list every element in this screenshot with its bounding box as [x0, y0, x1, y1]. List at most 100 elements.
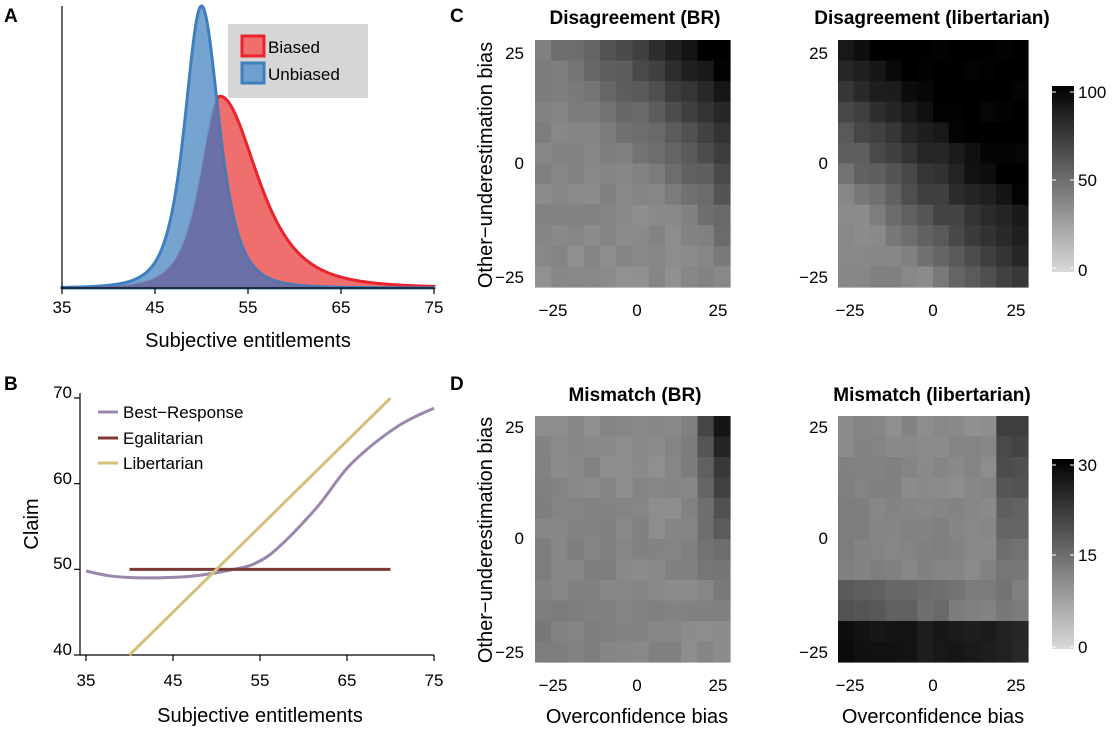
- y-tick-label: −25: [799, 643, 828, 662]
- y-tick-label: 25: [809, 44, 828, 63]
- heatmap-cell: [885, 122, 902, 144]
- heatmap-cell: [665, 477, 682, 499]
- heatmap-cell: [697, 184, 715, 206]
- heatmap-cell: [948, 416, 966, 438]
- heatmap-cell: [632, 204, 650, 226]
- heatmap-cell: [948, 142, 966, 165]
- heatmap-cell: [535, 142, 552, 165]
- heatmap-cell: [697, 416, 715, 438]
- heatmap-cell: [917, 81, 934, 103]
- y-tick-label: 0: [819, 529, 828, 548]
- heatmap-cell: [567, 101, 585, 123]
- heatmap-cell: [551, 457, 569, 479]
- heatmap-cell: [853, 163, 871, 185]
- heatmap-cell: [535, 60, 552, 82]
- x-tick-label: 45: [146, 298, 165, 317]
- heatmap-cell: [996, 498, 1013, 520]
- heatmap-cell: [697, 518, 715, 540]
- heatmap-cell: [616, 142, 634, 165]
- heatmap-cell: [600, 559, 617, 581]
- colorbar-tick-label: 0: [1078, 261, 1087, 280]
- heatmap-cell: [632, 225, 650, 247]
- heatmap-cell: [964, 184, 982, 206]
- heatmap-cell: [567, 225, 585, 247]
- heatmap-cell: [713, 436, 731, 458]
- heatmap-cell: [551, 245, 569, 268]
- heatmap-cell: [665, 416, 682, 438]
- heatmap-cell: [600, 641, 617, 663]
- heatmap-cell: [583, 477, 601, 499]
- heatmap-cell: [648, 436, 666, 458]
- heatmap-cell: [648, 477, 666, 499]
- heatmap-cell: [535, 600, 552, 622]
- heatmap-cell: [964, 416, 982, 438]
- heatmap-cell: [665, 436, 682, 458]
- heatmap-cell: [1012, 621, 1029, 643]
- heatmap-cell: [869, 416, 887, 438]
- heatmap-cell: [1012, 580, 1029, 602]
- heatmap-cell: [838, 539, 855, 561]
- heatmap-cell: [853, 266, 871, 288]
- heatmap-cell: [964, 498, 982, 520]
- heatmap-cell: [964, 477, 982, 499]
- heatmap-cell: [681, 457, 699, 479]
- heatmap-cell: [567, 621, 585, 643]
- heatmap-cell: [697, 266, 715, 288]
- heatmap-cell: [551, 518, 569, 540]
- x-tick-label: 25: [709, 676, 728, 695]
- heatmap-cell: [665, 142, 682, 165]
- heatmap-cell: [600, 621, 617, 643]
- heatmap-cell: [632, 457, 650, 479]
- heatmap-cell: [869, 60, 887, 82]
- heatmap-cell: [567, 163, 585, 185]
- heatmap-cell: [1012, 204, 1029, 226]
- heatmap-cell: [901, 498, 918, 520]
- heatmap-cell: [933, 101, 950, 123]
- heatmap-cell: [567, 60, 585, 82]
- heatmap-cell: [665, 266, 682, 288]
- heatmap-cell: [901, 245, 918, 268]
- heatmap-cell: [964, 539, 982, 561]
- y-axis-label: Other−underestimation bias: [475, 42, 497, 288]
- heatmap-cell: [838, 600, 855, 622]
- heatmap-cell: [996, 477, 1013, 499]
- heatmap-cell: [964, 225, 982, 247]
- heatmap-cell: [567, 559, 585, 581]
- heatmap-cell: [901, 101, 918, 123]
- heatmap-cell: [917, 204, 934, 226]
- heatmap-cell: [632, 81, 650, 103]
- heatmap-cell: [551, 600, 569, 622]
- heatmap-cell: [713, 122, 731, 144]
- heatmap-cell: [697, 142, 715, 165]
- heatmap-cell: [917, 142, 934, 165]
- heatmap-cell: [632, 580, 650, 602]
- claim-line-chart: 35 45 55 65 75 40 50 60 70 Subjective en…: [21, 383, 443, 727]
- heatmap-cell: [583, 457, 601, 479]
- x-tick-label: 35: [77, 671, 96, 690]
- heatmap-cell: [567, 416, 585, 438]
- heatmap-cell: [535, 641, 552, 663]
- heatmap-cell: [535, 559, 552, 581]
- y-tick-label: 40: [53, 640, 72, 659]
- heatmap-cell: [567, 600, 585, 622]
- heatmap-cell: [616, 436, 634, 458]
- heatmap-cell: [869, 498, 887, 520]
- heatmap-cell: [980, 539, 997, 561]
- heatmap-cell: [933, 266, 950, 288]
- heatmap-cell: [713, 184, 731, 206]
- heatmap-cell: [551, 225, 569, 247]
- heatmap-cell: [665, 60, 682, 82]
- heatmap-cell: [964, 142, 982, 165]
- heatmap-cell: [632, 163, 650, 185]
- x-tick-label: 25: [1007, 676, 1026, 695]
- heatmap-cell: [980, 225, 997, 247]
- heatmap-cell: [665, 498, 682, 520]
- heatmap-cell: [948, 204, 966, 226]
- heatmap-cell: [535, 163, 552, 185]
- heatmap-cell: [681, 580, 699, 602]
- x-tick-label: 0: [928, 301, 937, 320]
- heatmap-cell: [713, 621, 731, 643]
- heatmap-cell: [933, 621, 950, 643]
- heatmap-cell: [616, 163, 634, 185]
- heatmap-cell: [980, 142, 997, 165]
